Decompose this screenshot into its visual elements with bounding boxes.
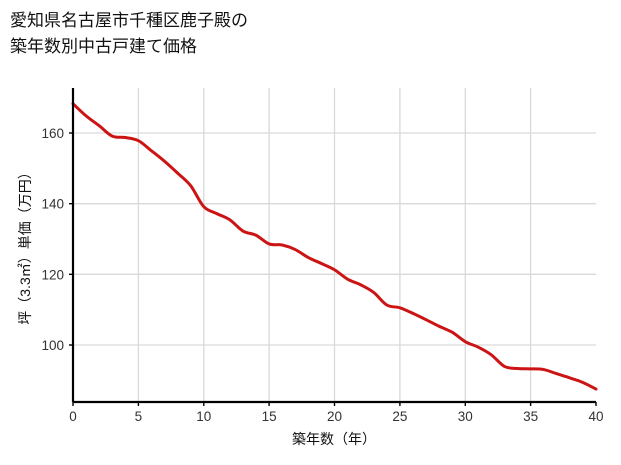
y-axis-title: 坪（3.3㎡）単価（万円） [17,165,33,324]
y-axis-tick-labels: 160 140 120 100 [41,126,64,353]
x-tick-label-30: 30 [458,409,473,424]
x-tick-label-0: 0 [69,409,77,424]
x-tick-label-10: 10 [196,409,211,424]
y-tick-label-140: 140 [41,197,64,212]
y-axis-ticks [69,132,73,346]
x-axis-title: 築年数（年） [292,431,376,447]
x-tick-label-35: 35 [523,409,538,424]
x-tick-label-25: 25 [392,409,407,424]
x-axis-ticks [72,402,597,406]
y-tick-label-120: 120 [41,267,64,282]
x-tick-label-5: 5 [135,409,143,424]
x-tick-label-40: 40 [588,409,603,424]
x-tick-label-20: 20 [327,409,342,424]
data-series-line [71,102,598,391]
x-axis-tick-labels: 0 5 10 15 20 25 30 35 40 [69,409,603,424]
page-title: 愛知県名古屋市千種区鹿子殿の 築年数別中古戸建て価格 [10,11,248,56]
y-tick-label-160: 160 [41,126,64,141]
y-tick-label-100: 100 [41,338,64,353]
x-tick-label-15: 15 [262,409,277,424]
